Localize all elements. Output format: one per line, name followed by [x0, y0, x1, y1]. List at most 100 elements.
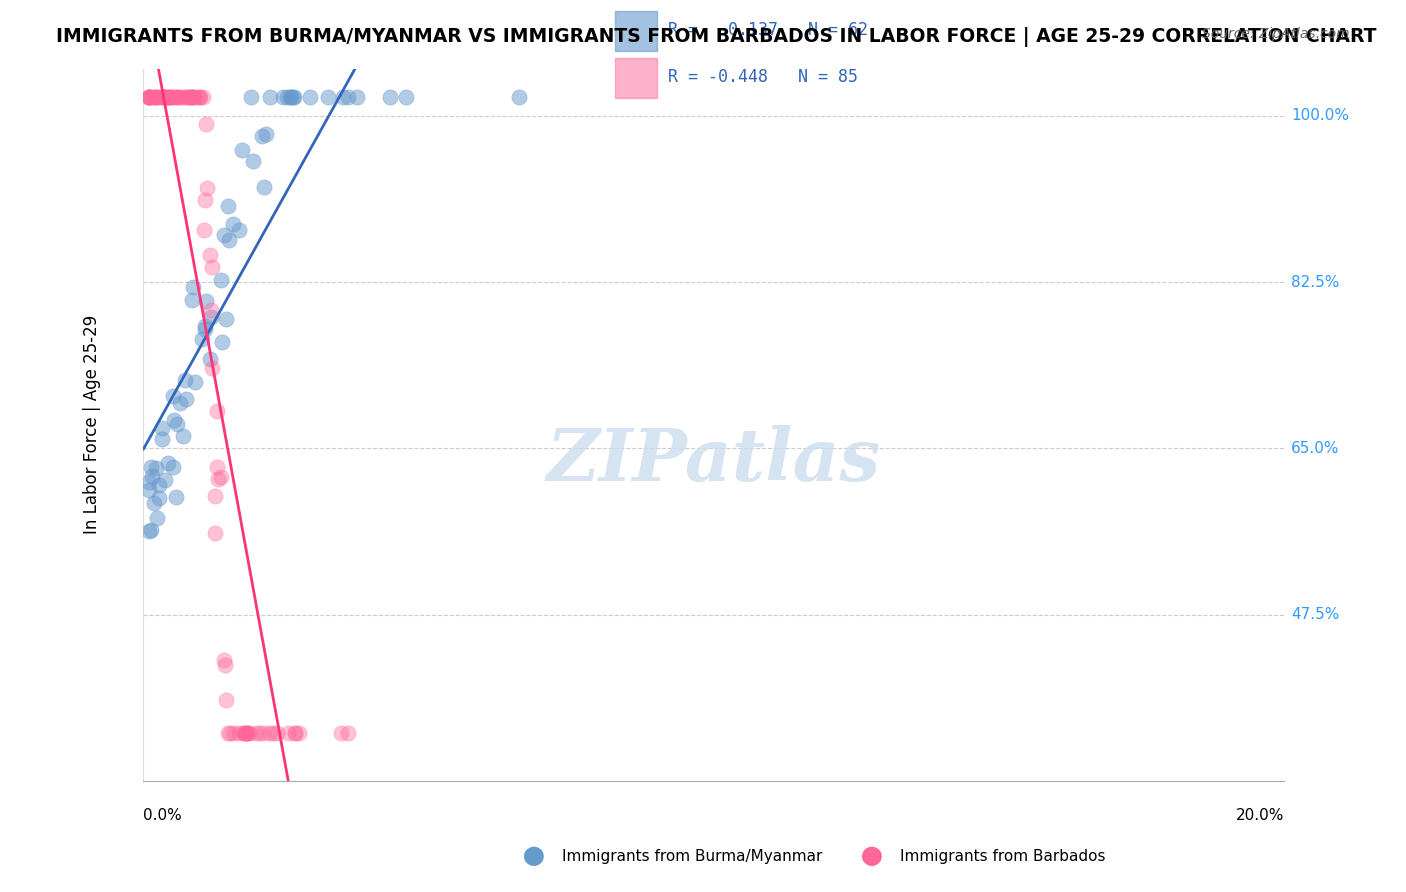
Point — [281, 90, 304, 104]
Point — [150, 432, 173, 446]
Point — [159, 90, 181, 104]
Point — [217, 726, 239, 740]
Point — [160, 90, 183, 104]
Point — [141, 459, 163, 474]
Point — [228, 726, 250, 740]
Point — [138, 524, 160, 538]
Point — [380, 90, 402, 104]
Point — [283, 90, 305, 104]
Point — [180, 90, 202, 104]
Point — [243, 726, 266, 740]
Point — [205, 403, 228, 417]
Point — [201, 260, 224, 274]
Point — [153, 90, 176, 104]
Point — [188, 90, 211, 104]
Text: IMMIGRANTS FROM BURMA/MYANMAR VS IMMIGRANTS FROM BARBADOS IN LABOR FORCE | AGE 2: IMMIGRANTS FROM BURMA/MYANMAR VS IMMIGRA… — [56, 27, 1376, 46]
Point — [278, 90, 301, 104]
Point — [146, 90, 169, 104]
Text: 100.0%: 100.0% — [1291, 109, 1348, 123]
Point — [148, 491, 170, 506]
Point — [153, 473, 176, 487]
Point — [141, 523, 163, 537]
Point — [148, 477, 170, 491]
Point — [266, 726, 288, 740]
Point — [277, 726, 299, 740]
Point — [166, 90, 188, 104]
Point — [169, 90, 191, 104]
Point — [239, 90, 262, 104]
Bar — [616, 58, 658, 98]
Point — [145, 460, 167, 475]
Point — [215, 693, 238, 707]
Point — [162, 389, 184, 403]
Point — [222, 217, 245, 231]
Point — [198, 248, 221, 262]
Text: ⬤: ⬤ — [523, 847, 546, 866]
Point — [138, 90, 160, 104]
Point — [238, 726, 260, 740]
Text: 65.0%: 65.0% — [1291, 441, 1340, 456]
Point — [211, 334, 233, 349]
Text: Source: ZipAtlas.com: Source: ZipAtlas.com — [1202, 27, 1350, 41]
Point — [181, 90, 204, 104]
Point — [200, 303, 222, 318]
Point — [159, 90, 181, 104]
Point — [141, 90, 163, 104]
Point — [173, 373, 195, 387]
Point — [200, 352, 222, 367]
Point — [218, 233, 240, 247]
Bar — [616, 11, 658, 52]
Text: 0.0%: 0.0% — [143, 808, 183, 823]
Point — [250, 128, 273, 143]
Point — [181, 293, 204, 307]
Point — [179, 90, 201, 104]
Point — [145, 90, 167, 104]
Point — [165, 90, 187, 104]
Point — [337, 90, 360, 104]
Point — [254, 127, 277, 141]
Point — [195, 180, 218, 194]
Point — [152, 90, 174, 104]
Point — [153, 90, 176, 104]
Point — [194, 322, 217, 336]
Point — [193, 223, 215, 237]
Point — [138, 90, 160, 104]
Point — [280, 90, 302, 104]
Point — [194, 318, 217, 333]
Point — [153, 90, 176, 104]
Point — [330, 726, 353, 740]
Point — [172, 429, 194, 443]
Point — [169, 395, 191, 409]
Point — [138, 475, 160, 490]
Point — [284, 726, 307, 740]
Point — [242, 153, 264, 168]
Point — [284, 726, 307, 740]
Point — [165, 491, 187, 505]
Point — [191, 332, 214, 346]
Point — [298, 90, 321, 104]
Point — [141, 468, 163, 483]
Point — [209, 470, 232, 484]
Point — [170, 90, 193, 104]
Point — [337, 726, 360, 740]
Point — [188, 90, 211, 104]
Point — [150, 421, 173, 435]
Text: Immigrants from Burma/Myanmar: Immigrants from Burma/Myanmar — [562, 849, 823, 863]
Point — [205, 460, 228, 475]
Point — [252, 726, 274, 740]
Text: 47.5%: 47.5% — [1291, 607, 1339, 622]
Point — [177, 90, 200, 104]
Text: ZIPatlas: ZIPatlas — [547, 425, 880, 496]
Point — [138, 90, 160, 104]
Point — [332, 90, 354, 104]
Point — [181, 90, 204, 104]
Point — [235, 726, 257, 740]
Point — [163, 413, 186, 427]
Point — [209, 273, 232, 287]
Point — [508, 90, 530, 104]
Point — [146, 511, 169, 525]
Point — [183, 90, 205, 104]
Point — [214, 657, 236, 672]
Point — [142, 496, 165, 510]
Point — [162, 90, 184, 104]
